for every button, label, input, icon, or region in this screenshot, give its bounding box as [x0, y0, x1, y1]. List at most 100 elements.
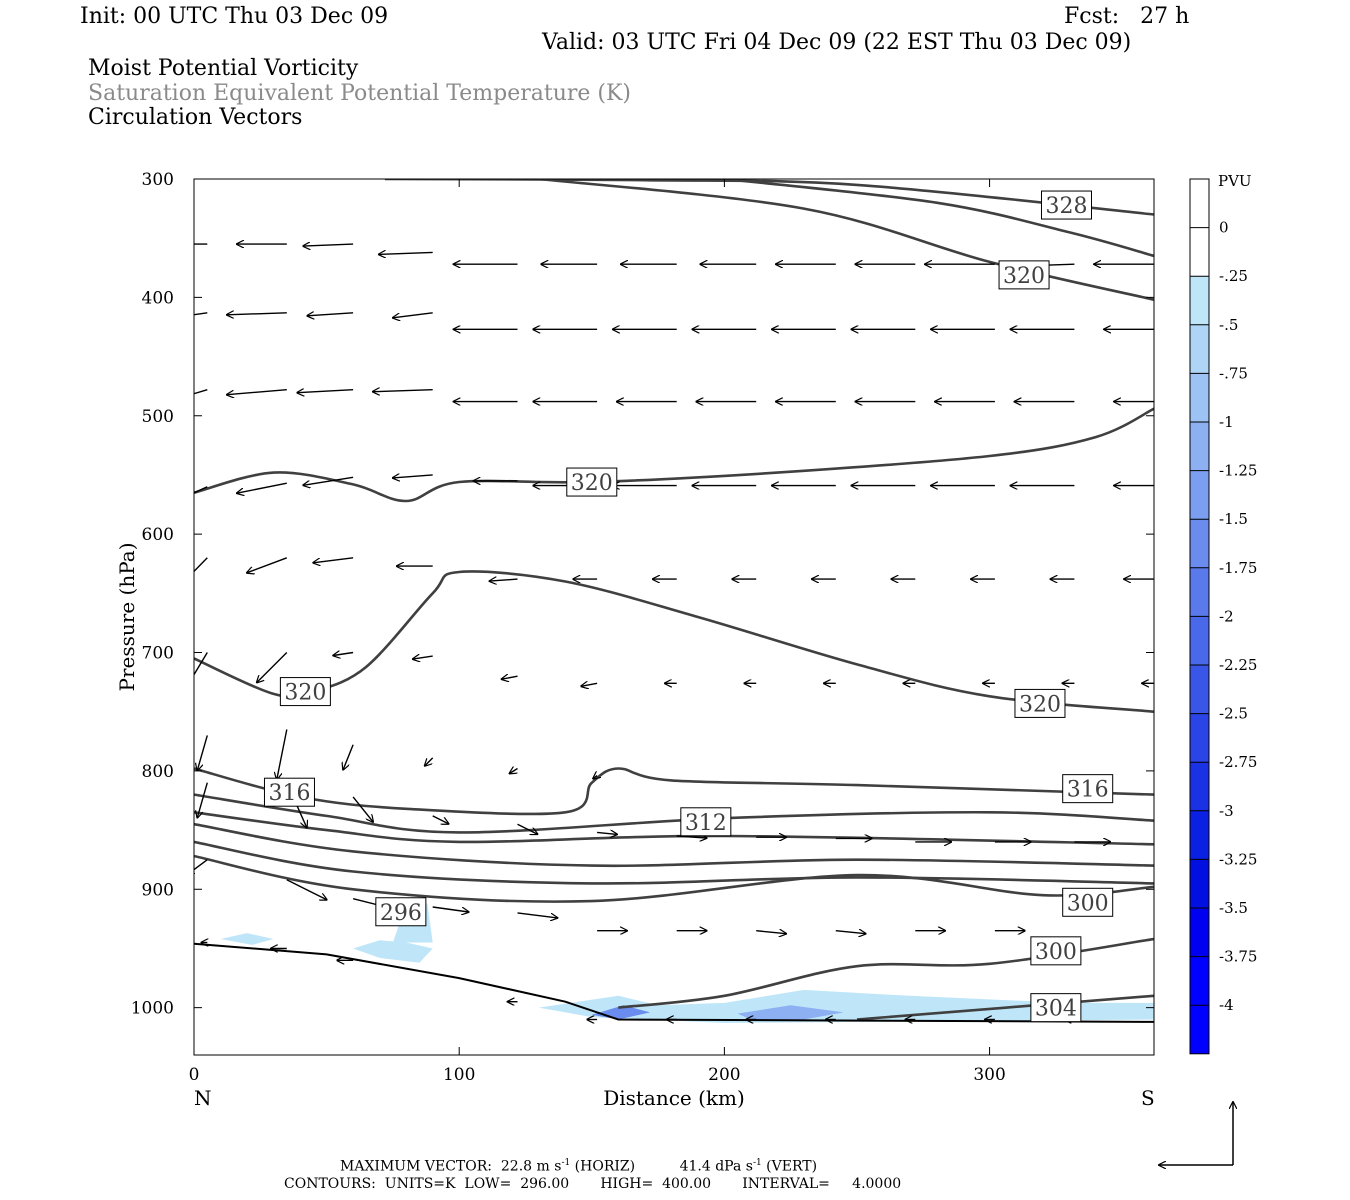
contour-label: 320	[571, 471, 613, 496]
circulation-vector	[194, 859, 208, 875]
y-tick-label: 900	[142, 880, 174, 900]
y-tick-label: 400	[142, 288, 174, 308]
theta-contour	[538, 179, 1154, 301]
circulation-vector	[227, 313, 287, 315]
circulation-vector	[277, 729, 288, 780]
colorbar-segment	[1190, 567, 1209, 617]
y-tick-label: 1000	[131, 999, 174, 1019]
circulation-vector	[237, 482, 287, 493]
circulation-vector	[197, 782, 208, 818]
circulation-vector	[517, 912, 558, 918]
colorbar-segment	[1190, 519, 1209, 568]
y-axis-label: Pressure (hPa)	[115, 543, 139, 692]
contour-label-box	[1062, 774, 1114, 804]
horiz-value: 22.8 m s	[500, 1158, 562, 1175]
horiz-tag: (HORIZ)	[570, 1158, 636, 1175]
circulation-vector	[333, 653, 354, 656]
vert-exp: -1	[752, 1158, 762, 1168]
terrain-layer	[193, 942, 1155, 1023]
circulation-vector	[597, 832, 617, 834]
circulation-vector	[343, 744, 354, 770]
circulation-vector	[194, 652, 208, 677]
circulation-vector	[393, 312, 433, 318]
colorbar-label: -3	[1219, 802, 1234, 820]
x-axis-label: Distance (km)	[603, 1086, 745, 1110]
y-tick-label: 800	[142, 762, 174, 782]
vert-value: 41.4 dPa s	[679, 1158, 753, 1175]
circulation-vector	[593, 776, 597, 779]
colorbar-segment	[1190, 276, 1209, 325]
theta-contour	[194, 767, 1154, 816]
theta-contour	[194, 793, 1154, 834]
contour-label-box	[375, 897, 427, 927]
colorbar-title: PVU	[1218, 172, 1252, 190]
circulation-vector	[413, 656, 433, 659]
forecast-hour: Fcst: 27 h	[1064, 4, 1190, 29]
colorbar-segment	[1190, 762, 1209, 811]
colorbar-label: -3.5	[1219, 899, 1248, 917]
colorbar-segment	[1190, 373, 1209, 422]
contour-label: 328	[1045, 194, 1087, 219]
colorbar-label: -.25	[1219, 267, 1248, 285]
colorbar-segment	[1190, 908, 1209, 957]
pv-region	[737, 1005, 844, 1020]
contours-info: CONTOURS: UNITS=K LOW= 296.00 HIGH= 400.…	[284, 1176, 902, 1192]
max-vector-label: MAXIMUM VECTOR:	[340, 1158, 492, 1175]
circulation-vector	[581, 683, 598, 686]
theta-contour	[194, 854, 1154, 903]
valid-time: Valid: 03 UTC Fri 04 Dec 09 (22 EST Thu …	[542, 30, 1132, 55]
y-tick-label: 500	[142, 407, 174, 427]
colorbar-segment	[1190, 422, 1209, 471]
circulation-vector	[510, 769, 518, 774]
contour-label: 320	[1003, 264, 1045, 289]
circulation-vector	[303, 244, 354, 246]
pv-colorbar: 0 -.25 -.5 -.75 -1 -1.25 -1.5 -1.75 -2 -2.25 -2.5 -…	[1189, 178, 1257, 1055]
x-tick-label: 300	[973, 1065, 1005, 1085]
init-time: Init: 00 UTC Thu 03 Dec 09	[80, 4, 389, 29]
colorbar-label: -.75	[1219, 364, 1248, 382]
contour-label: 316	[1067, 778, 1109, 803]
colorbar-label: -1	[1219, 413, 1234, 431]
y-tick-label: 700	[142, 644, 174, 664]
circulation-vector	[197, 735, 208, 770]
colorbar-segment	[1190, 713, 1209, 763]
theta-contour	[194, 840, 1154, 885]
field-title-vectors: Circulation Vectors	[88, 105, 303, 130]
circulation-vector	[756, 931, 786, 934]
colorbar-label: -3.25	[1219, 850, 1257, 868]
contour-label: 312	[685, 811, 727, 836]
contour-label: 300	[1035, 940, 1077, 965]
contour-label-box	[680, 807, 732, 837]
circulation-vector	[352, 796, 373, 822]
vert-tag: (VERT)	[761, 1158, 818, 1175]
colorbar-label: -1.75	[1219, 559, 1257, 577]
colorbar-segment	[1190, 859, 1209, 908]
contour-label: 316	[268, 781, 310, 806]
colorbar-label: 0	[1219, 219, 1229, 237]
colorbar-label: -.5	[1219, 316, 1238, 334]
colorbar-segment	[1190, 324, 1209, 374]
contour-label-box	[279, 677, 331, 707]
horiz-exp: -1	[561, 1158, 571, 1168]
terrain-line	[193, 942, 1155, 1023]
theta-contour	[194, 407, 1154, 503]
contour-label-box	[1014, 688, 1066, 718]
contour-label-box	[263, 777, 315, 807]
colorbar-segment	[1190, 470, 1209, 520]
circulation-vector	[194, 389, 208, 395]
circulation-vector	[676, 836, 707, 838]
pv-region	[353, 940, 433, 963]
colorbar-label: -2.75	[1219, 753, 1257, 771]
contour-label: 320	[284, 681, 326, 706]
x-tick-label: 100	[443, 1065, 475, 1085]
contour-label: 300	[1067, 891, 1109, 916]
colorbar-segment	[1190, 1005, 1209, 1054]
colorbar-label: -4	[1219, 996, 1234, 1014]
circulation-vector	[297, 390, 354, 393]
contour-label-box	[566, 467, 618, 497]
circulation-vector	[307, 313, 354, 316]
x-tick-label: 200	[708, 1065, 740, 1085]
contour-labels-layer: 328 320 320 320 320 316 316 312 300 300 296 304	[263, 190, 1114, 1023]
colorbar-segment	[1190, 810, 1209, 860]
